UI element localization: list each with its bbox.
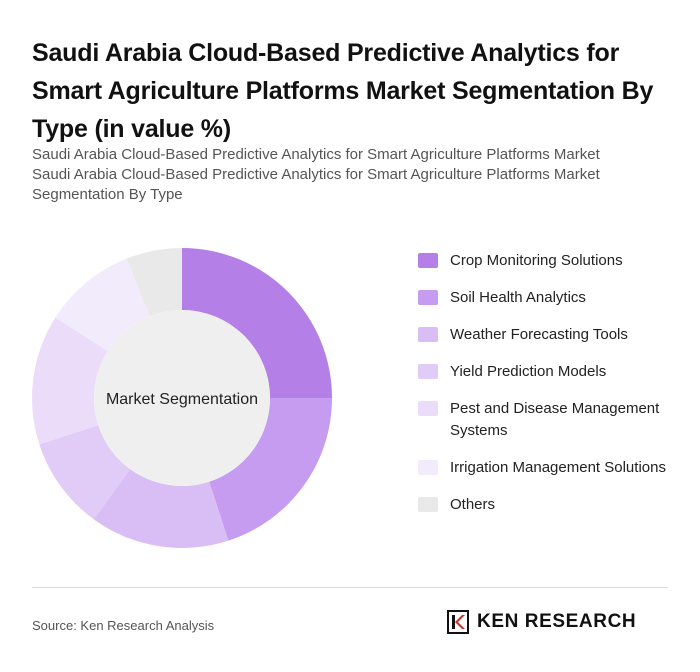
legend-label: Crop Monitoring Solutions xyxy=(450,252,623,269)
legend-swatch xyxy=(418,460,438,475)
legend-swatch xyxy=(418,290,438,305)
chart-subtitle: Saudi Arabia Cloud-Based Predictive Anal… xyxy=(32,145,672,205)
donut-slice-weather-forecasting-tools xyxy=(93,469,229,548)
legend-label: Yield Prediction Models xyxy=(450,363,607,380)
donut-slice-yield-prediction-models xyxy=(39,425,131,520)
subtitle-line-1: Saudi Arabia Cloud-Based Predictive Anal… xyxy=(32,146,600,163)
donut-slice-others xyxy=(126,248,182,317)
legend-item: Irrigation Management Solutions xyxy=(418,457,688,479)
legend-item: Soil Health Analytics xyxy=(418,287,688,309)
legend-item: Others xyxy=(418,494,688,516)
source-note: Source: Ken Research Analysis xyxy=(32,618,215,633)
legend-item: Weather Forecasting Tools xyxy=(418,324,688,346)
donut-slice-soil-health-analytics xyxy=(209,398,332,541)
donut-slice-crop-monitoring-solutions xyxy=(182,248,332,398)
donut-center xyxy=(94,310,270,486)
donut-chart-svg: Market Segmentation xyxy=(32,248,332,548)
legend-swatch xyxy=(418,327,438,342)
legend-item: Yield Prediction Models xyxy=(418,361,688,383)
legend-label: Others xyxy=(450,496,496,513)
donut-chart: Market Segmentation xyxy=(30,246,334,550)
legend-label: Irrigation Management Solutions xyxy=(450,459,666,476)
legend-item: Crop Monitoring Solutions xyxy=(418,250,688,272)
legend-label: Pest and Disease Management Systems xyxy=(450,400,660,439)
ken-research-logo-icon xyxy=(447,610,469,634)
ken-research-logo: KEN RESEARCH xyxy=(447,610,636,634)
donut-slice-irrigation-management-solutions xyxy=(55,258,150,351)
logo-text: KEN RESEARCH xyxy=(477,611,637,632)
legend-swatch xyxy=(418,253,438,268)
legend-label: Weather Forecasting Tools xyxy=(450,326,628,343)
chart-legend: Crop Monitoring Solutions Soil Health Ana… xyxy=(418,250,688,531)
donut-slice-pest-and-disease-management-systems xyxy=(32,317,108,445)
legend-swatch xyxy=(418,401,438,416)
legend-swatch xyxy=(418,364,438,379)
chart-title: Saudi Arabia Cloud-Based Predictive Anal… xyxy=(32,39,654,143)
legend-label: Soil Health Analytics xyxy=(450,289,586,306)
donut-center-label: Market Segmentation xyxy=(106,391,258,408)
subtitle-line-2: Saudi Arabia Cloud-Based Predictive Anal… xyxy=(32,166,600,203)
footer-divider xyxy=(32,587,668,588)
legend-swatch xyxy=(418,497,438,512)
legend-item: Pest and Disease Management Systems xyxy=(418,398,688,442)
